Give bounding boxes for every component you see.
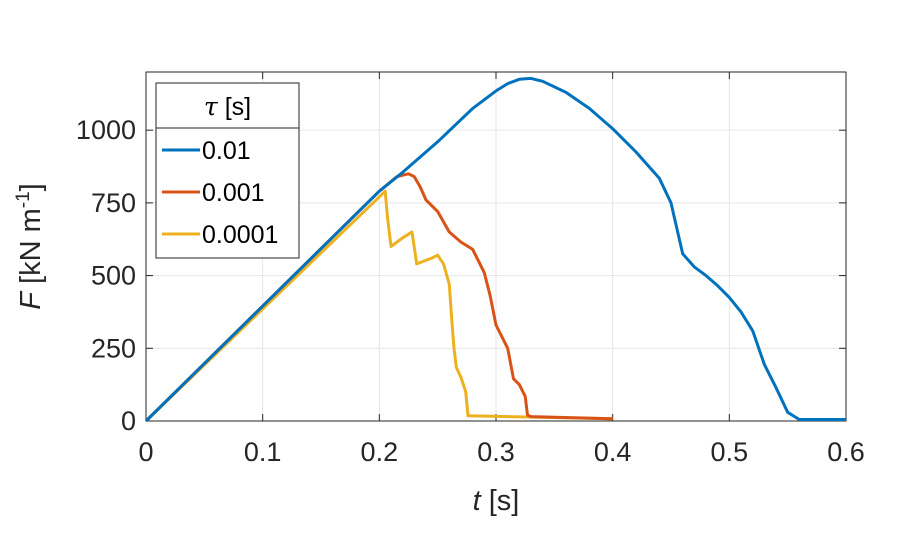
y-axis-label: F [kN m-1] — [13, 183, 47, 309]
x-axis-label: t [s] — [473, 485, 520, 517]
y-tick-label: 1000 — [76, 115, 136, 145]
y-tick-label: 250 — [91, 333, 136, 363]
series-line-0.0001 — [144, 189, 613, 423]
legend-box — [155, 82, 300, 259]
legend-title-symbol: τ — [204, 92, 219, 121]
series-line-0.01 — [144, 76, 846, 423]
x-axis-var: t — [473, 485, 483, 517]
x-tick-label: 0.2 — [361, 437, 399, 467]
x-tick-label: 0.1 — [244, 437, 282, 467]
x-axis-unit: [s] — [481, 485, 520, 517]
legend-title: τ [s] — [204, 92, 251, 121]
legend-entries: 0.01 0.001 0.0001 — [162, 137, 278, 249]
series-line-0.001 — [144, 172, 613, 423]
x-tick-label: 0 — [138, 437, 153, 467]
series-lines — [144, 76, 846, 423]
legend-label-0.0001: 0.0001 — [202, 221, 278, 249]
legend: τ [s] 0.01 0.001 0.0001 — [155, 82, 300, 259]
y-tick-label: 750 — [91, 188, 136, 218]
legend-label-0.01: 0.01 — [202, 137, 251, 165]
y-axis-unit: [kN m — [15, 208, 47, 292]
y-axis-unit-close: ] — [15, 183, 47, 191]
x-tick-label: 0.4 — [594, 437, 632, 467]
x-tick-labels: 0 0.1 0.2 0.3 0.4 0.5 0.6 — [138, 437, 864, 467]
x-tick-label: 0.3 — [477, 437, 515, 467]
y-tick-label: 500 — [91, 261, 136, 291]
y-axis-var: F — [15, 290, 47, 310]
y-tick-label: 0 — [121, 406, 136, 436]
y-tick-labels: 0 250 500 750 1000 — [76, 115, 136, 436]
legend-label-0.001: 0.001 — [202, 179, 265, 207]
x-tick-label: 0.6 — [827, 437, 865, 467]
legend-title-unit: [s] — [218, 93, 251, 121]
x-tick-label: 0.5 — [711, 437, 749, 467]
y-axis-unit-superscript: -1 — [13, 191, 34, 208]
